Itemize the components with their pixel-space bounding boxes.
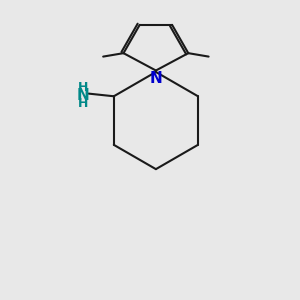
Text: N: N	[149, 71, 162, 86]
Text: H: H	[78, 81, 88, 94]
Text: H: H	[78, 97, 88, 110]
Text: N: N	[77, 88, 90, 103]
